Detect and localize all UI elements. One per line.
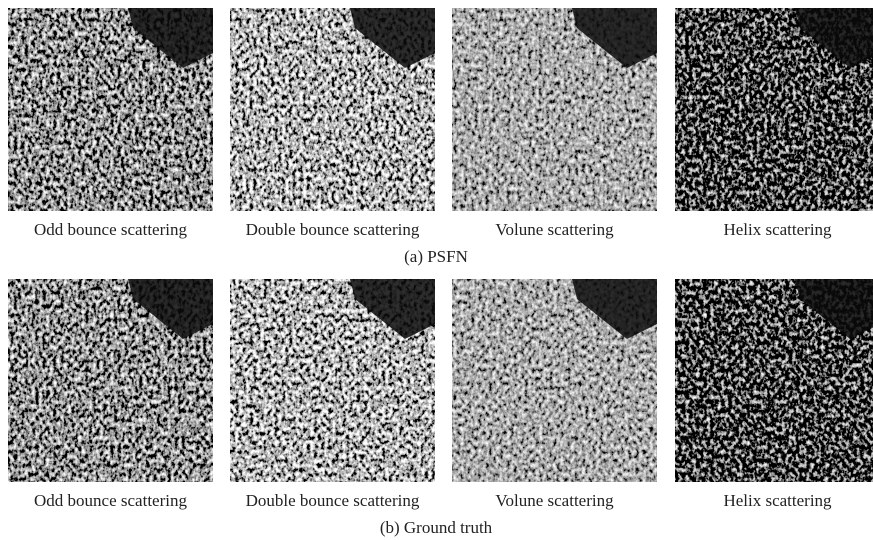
panel-label: Odd bounce scattering <box>34 220 187 239</box>
panel-label: Helix scattering <box>723 220 832 239</box>
panel-label: Helix scattering <box>723 491 832 510</box>
panel-label: Volune scattering <box>495 491 614 510</box>
panel-label: Double bounce scattering <box>246 220 420 239</box>
row-caption: (b) Ground truth <box>380 518 493 537</box>
row-caption: (a) PSFN <box>404 247 468 266</box>
panel-label: Volune scattering <box>495 220 614 239</box>
panel-label: Odd bounce scattering <box>34 491 187 510</box>
panel-label: Double bounce scattering <box>246 491 420 510</box>
figure: Odd bounce scattering Double bounce scatt… <box>0 0 873 540</box>
